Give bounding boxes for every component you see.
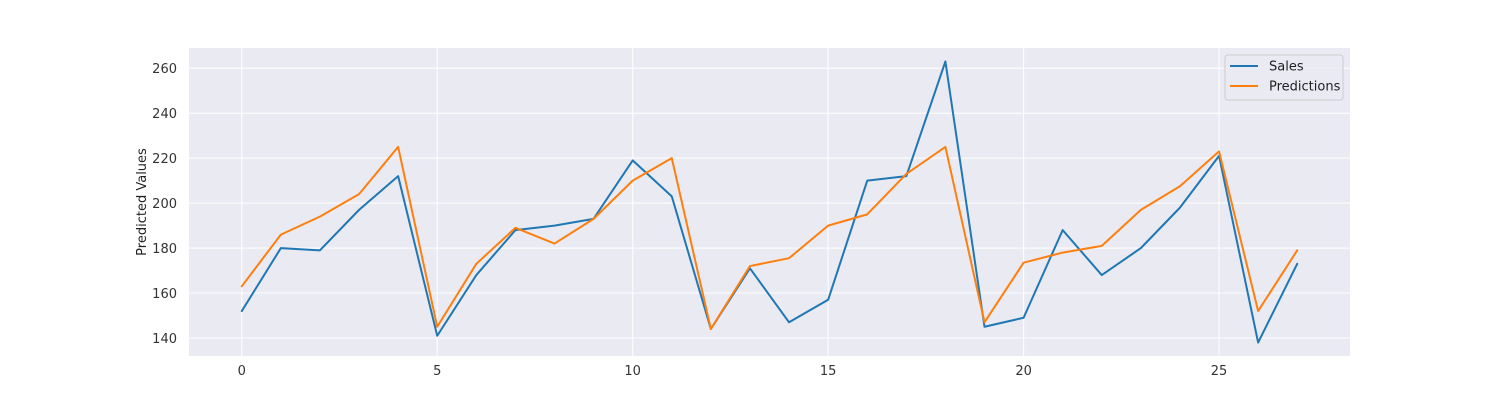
legend-label-sales: Sales (1269, 60, 1304, 75)
x-axis-ticks: 0 5 10 15 20 25 (238, 364, 1228, 379)
x-tick-label: 10 (624, 364, 641, 379)
x-tick-label: 5 (433, 364, 441, 379)
y-tick-label: 180 (152, 242, 177, 257)
plot-background (189, 48, 1350, 356)
x-tick-label: 25 (1211, 364, 1228, 379)
grid (189, 48, 1350, 356)
y-tick-label: 140 (152, 332, 177, 347)
series-line-predictions (240, 145, 1299, 331)
y-axis-ticks: 140 160 180 200 220 240 260 (152, 62, 177, 347)
y-axis-label: Predicted Values (135, 148, 150, 256)
y-tick-label: 260 (152, 62, 177, 77)
y-tick-label: 200 (152, 197, 177, 212)
x-tick-label: 15 (820, 364, 837, 379)
y-tick-label: 160 (152, 287, 177, 302)
x-tick-label: 0 (238, 364, 246, 379)
y-tick-label: 240 (152, 107, 177, 122)
series-line-sales (240, 60, 1299, 344)
legend: Sales Predictions (1224, 54, 1344, 101)
series-layer (240, 60, 1299, 344)
x-tick-label: 20 (1015, 364, 1032, 379)
y-tick-label: 220 (152, 152, 177, 167)
legend-label-predictions: Predictions (1269, 80, 1341, 95)
